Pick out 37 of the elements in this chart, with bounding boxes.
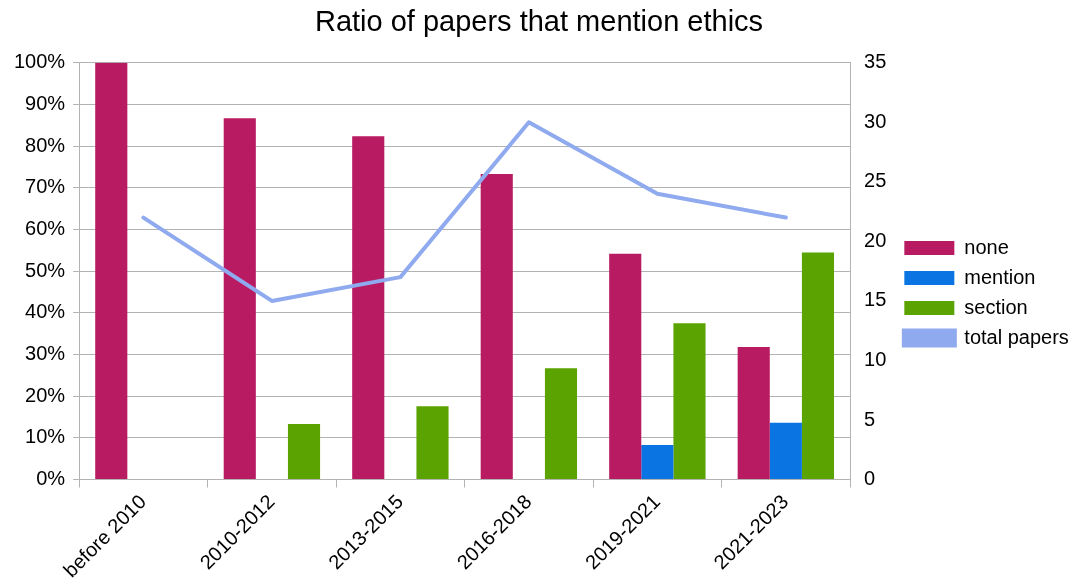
bar (737, 347, 770, 480)
y-tick-label: 40% (25, 300, 66, 323)
y2-tick-label: 5 (864, 407, 876, 430)
legend-label: mention (964, 265, 1036, 288)
bar (287, 424, 321, 480)
y-tick-label: 60% (25, 217, 66, 240)
y2-tick-label: 25 (864, 169, 887, 192)
bar (673, 323, 706, 480)
legend-label: none (964, 235, 1009, 258)
legend-label: section (964, 295, 1028, 318)
y-tick-label: 70% (25, 175, 66, 198)
bar (769, 422, 802, 480)
y-tick-label: 80% (25, 133, 66, 156)
chart-title: Ratio of papers that mention ethics (314, 5, 764, 38)
bar (416, 406, 449, 480)
y-tick-label: 100% (14, 50, 66, 73)
y-tick-label: 50% (25, 258, 66, 281)
bar (95, 62, 128, 480)
y-tick-label: 20% (25, 383, 66, 406)
bar (480, 174, 513, 480)
y-tick-label: 30% (25, 342, 66, 365)
bar (801, 252, 835, 480)
bar (609, 253, 642, 480)
bar (223, 118, 256, 480)
y-tick-label: 0% (36, 467, 66, 490)
y2-tick-label: 20 (864, 228, 887, 251)
y-tick-label: 10% (25, 425, 66, 448)
legend-label: total papers (964, 325, 1069, 348)
y2-tick-label: 15 (864, 288, 887, 311)
y2-tick-label: 0 (864, 467, 876, 490)
y-tick-label: 90% (25, 91, 66, 114)
y2-tick-label: 30 (864, 109, 887, 132)
bar (544, 368, 578, 480)
y2-tick-label: 10 (864, 347, 887, 370)
bar (352, 136, 385, 480)
y2-tick-label: 35 (864, 50, 887, 73)
bar (641, 444, 674, 480)
